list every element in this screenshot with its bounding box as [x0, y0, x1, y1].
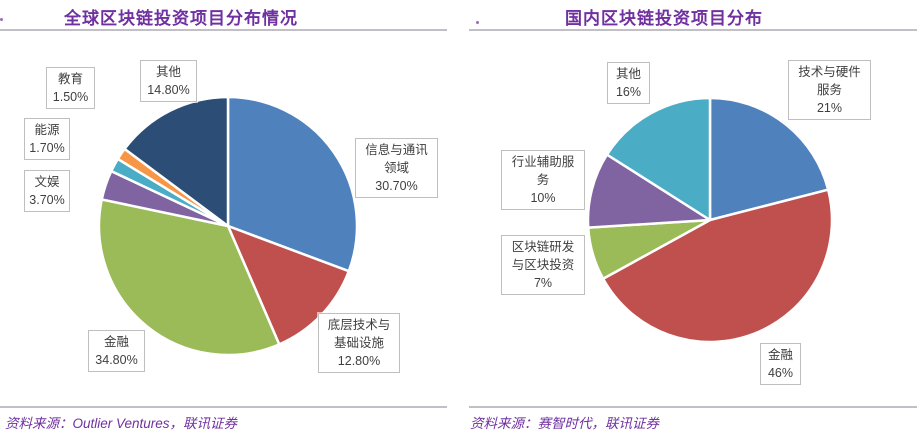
pie-slice: [708, 96, 830, 222]
pie-label-other: 其他 14.80%: [140, 60, 197, 103]
pie-slice: [586, 153, 712, 229]
pie-slice: [601, 188, 834, 344]
pie-slice: [226, 95, 359, 273]
pie-label-education: 教育 1.50%: [46, 67, 95, 110]
pie-label-ict: 信息与通讯 领域 30.70%: [355, 138, 438, 199]
title-divider: [469, 29, 917, 31]
pie-label-finance: 金融 46%: [760, 343, 801, 386]
stray-mark: [0, 18, 3, 21]
global-chart-panel: 全球区块链投资项目分布情况 教育 1.50% 其他 14.80% 能源 1.70…: [0, 0, 458, 441]
pie-label-entertainment: 文娱 3.70%: [24, 170, 70, 213]
pie-slice: [123, 95, 230, 228]
source-note-domestic: 资料来源：赛智时代，联讯证券: [470, 416, 659, 431]
chart-title-domestic: 国内区块链投资项目分布: [565, 9, 763, 28]
title-divider: [0, 29, 447, 31]
pie-chart-domestic: [586, 96, 834, 344]
source-divider: [469, 406, 917, 408]
domestic-chart-panel: 国内区块链投资项目分布 其他 16% 技术与硬件 服务 21% 行业辅助服 务 …: [458, 0, 917, 441]
source-divider: [0, 406, 447, 408]
pie-slice: [605, 96, 712, 222]
chart-title-global: 全球区块链投资项目分布情况: [64, 9, 298, 28]
pie-slice: [97, 198, 281, 357]
stray-mark: [476, 21, 479, 24]
source-note-global: 资料来源：Outlier Ventures，联讯证券: [5, 416, 238, 431]
pie-label-rnd-investment: 区块链研发 与区块投资 7%: [501, 235, 585, 296]
pie-label-other: 其他 16%: [607, 62, 650, 105]
pie-label-tech-hardware: 技术与硬件 服务 21%: [788, 60, 871, 121]
pie-label-energy: 能源 1.70%: [24, 118, 70, 161]
pie-label-industry-support: 行业辅助服 务 10%: [501, 150, 585, 211]
pie-label-finance: 金融 34.80%: [88, 330, 145, 373]
pie-label-infrastructure: 底层技术与 基础设施 12.80%: [318, 313, 400, 374]
